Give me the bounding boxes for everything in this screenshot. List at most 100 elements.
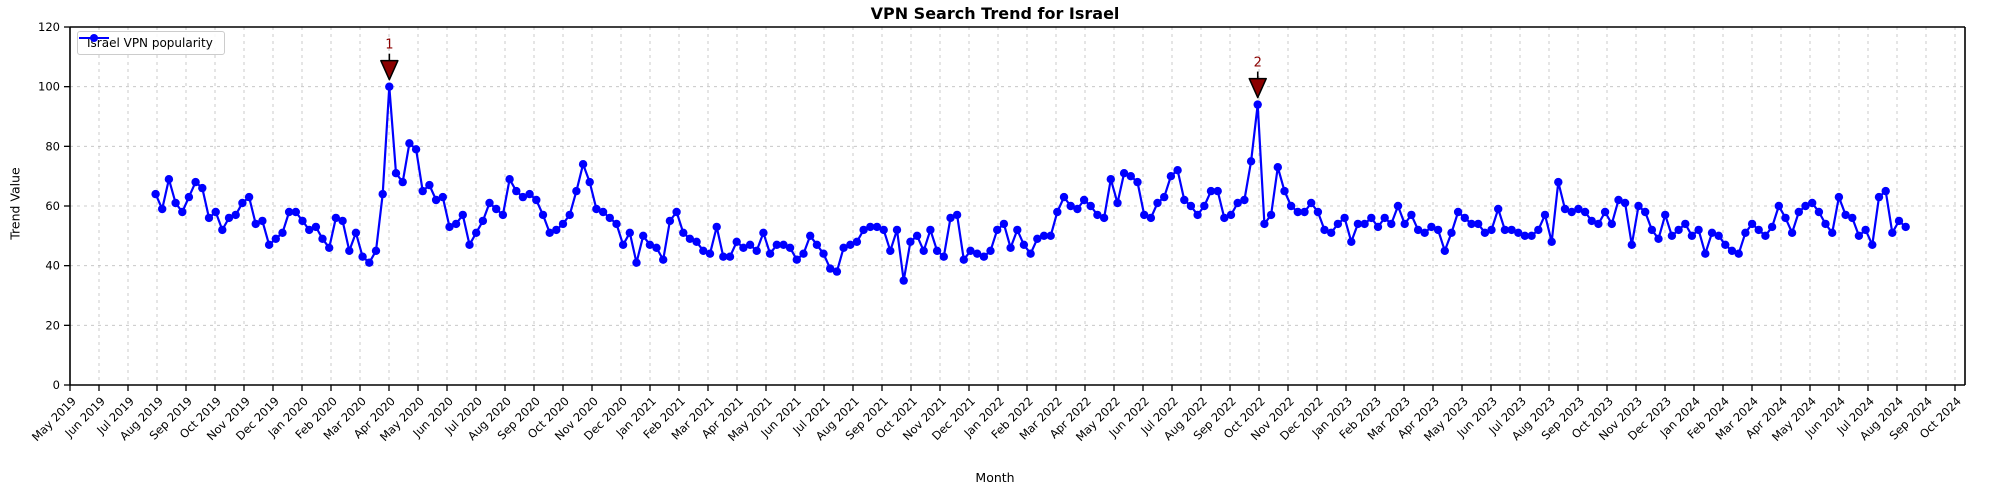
- data-point-marker: [1527, 231, 1536, 240]
- data-point-marker: [993, 225, 1002, 235]
- data-point-marker: [1033, 234, 1042, 243]
- data-point-marker: [1313, 207, 1323, 217]
- data-point-marker: [1627, 240, 1637, 249]
- data-point-marker: [472, 228, 481, 237]
- data-point-marker: [765, 249, 775, 258]
- data-point-marker: [846, 240, 855, 249]
- data-point-marker: [1500, 225, 1510, 235]
- data-point-marker: [151, 189, 160, 199]
- legend-line-sample: [79, 34, 109, 42]
- data-point-marker: [1400, 219, 1409, 229]
- data-point-marker: [1160, 192, 1169, 202]
- data-point-marker: [251, 219, 260, 229]
- data-point-marker: [1193, 210, 1202, 220]
- data-point-marker: [1507, 225, 1516, 235]
- data-point-marker: [1848, 213, 1857, 223]
- data-point-marker: [1707, 228, 1717, 237]
- data-point-marker: [1186, 201, 1196, 211]
- data-point-marker: [712, 222, 721, 232]
- data-point-marker: [305, 225, 314, 235]
- data-point-marker: [1320, 225, 1329, 235]
- data-point-marker: [705, 249, 715, 258]
- data-point-marker: [1467, 219, 1476, 229]
- data-point-marker: [1260, 219, 1269, 229]
- data-point-marker: [725, 252, 735, 261]
- data-point-marker: [1701, 249, 1710, 258]
- data-point-marker: [826, 264, 835, 273]
- data-point-marker: [1868, 240, 1877, 249]
- data-point-marker: [866, 222, 875, 232]
- data-point-marker: [1427, 222, 1436, 232]
- data-point-marker: [204, 213, 214, 223]
- data-point-marker: [1607, 219, 1617, 229]
- data-point-marker: [665, 216, 675, 226]
- data-point-marker: [358, 252, 367, 261]
- data-point-marker: [859, 225, 868, 235]
- data-point-marker: [1687, 231, 1697, 240]
- data-point-marker: [779, 240, 788, 249]
- data-point-marker: [1106, 175, 1116, 184]
- data-point-marker: [912, 231, 922, 240]
- data-point-marker: [1574, 204, 1583, 214]
- data-point-marker: [391, 169, 401, 178]
- data-point-marker: [405, 139, 414, 148]
- data-point-marker: [1587, 216, 1596, 226]
- data-point-marker: [879, 225, 888, 235]
- data-point-marker: [1761, 231, 1770, 240]
- y-tick-label: 60: [45, 199, 60, 213]
- data-point-marker: [1834, 192, 1844, 202]
- data-point-marker: [1460, 213, 1470, 223]
- data-point-marker: [1580, 207, 1590, 217]
- data-point-marker: [973, 249, 982, 258]
- data-point-marker: [732, 237, 741, 246]
- data-point-marker: [1620, 198, 1630, 208]
- data-point-marker: [625, 228, 634, 237]
- data-point-marker: [966, 246, 975, 255]
- data-point-marker: [1307, 198, 1316, 208]
- data-point-marker: [618, 240, 628, 249]
- data-point-marker: [1293, 207, 1303, 217]
- data-point-marker: [171, 198, 180, 208]
- data-point-marker: [952, 210, 962, 220]
- data-point-marker: [1119, 169, 1129, 178]
- data-point-marker: [518, 192, 528, 202]
- data-point-marker: [979, 252, 989, 261]
- data-point-marker: [946, 213, 955, 223]
- y-tick-label: 20: [45, 318, 60, 332]
- data-point-marker: [1180, 195, 1189, 205]
- data-point-marker: [1727, 246, 1737, 255]
- data-point-marker: [1801, 201, 1810, 211]
- data-point-marker: [1594, 219, 1603, 229]
- data-point-marker: [398, 177, 407, 187]
- data-point-marker: [1734, 249, 1743, 258]
- y-axis-label: Trend Value: [7, 167, 23, 240]
- data-point-marker: [605, 213, 614, 223]
- data-point-marker: [999, 219, 1009, 229]
- data-point-marker: [739, 243, 748, 252]
- data-point-marker: [1213, 186, 1222, 196]
- data-point-marker: [872, 222, 882, 232]
- data-point-marker: [1440, 246, 1450, 255]
- data-point-marker: [832, 267, 842, 276]
- data-point-marker: [1634, 201, 1643, 211]
- data-point-marker: [839, 243, 848, 252]
- data-point-marker: [1781, 213, 1790, 223]
- data-point-marker: [1093, 210, 1102, 220]
- data-point-marker: [1721, 240, 1730, 249]
- data-point-marker: [1614, 195, 1623, 205]
- data-point-marker: [1447, 228, 1456, 237]
- data-point-marker: [371, 246, 381, 255]
- data-point-marker: [231, 210, 240, 220]
- data-point-marker: [1474, 219, 1483, 229]
- data-point-marker: [178, 207, 187, 217]
- data-point-marker: [572, 186, 581, 196]
- legend: Israel VPN popularity: [77, 31, 225, 55]
- data-point-marker: [1353, 219, 1363, 229]
- data-point-marker: [478, 216, 488, 226]
- data-point-marker: [1681, 219, 1690, 229]
- data-point-marker: [1741, 228, 1750, 237]
- data-point-marker: [919, 246, 928, 255]
- data-point-marker: [1333, 219, 1343, 229]
- data-point-marker: [1280, 186, 1289, 196]
- data-point-marker: [445, 222, 454, 232]
